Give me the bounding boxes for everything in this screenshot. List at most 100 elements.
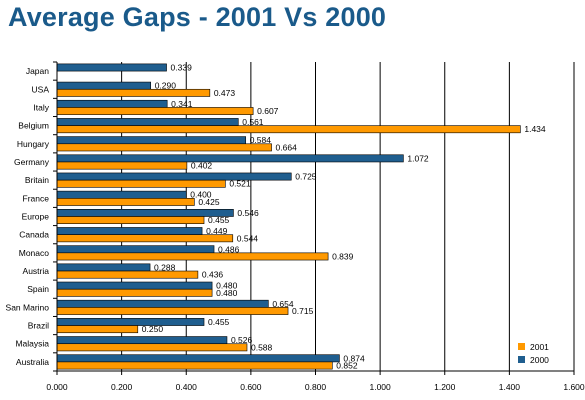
bar-2000: [56, 136, 247, 145]
x-tick-label: 1.000: [369, 382, 391, 392]
bar-2001: [56, 270, 199, 279]
data-label: 0.288: [154, 262, 176, 272]
x-tick-label: 1.200: [434, 382, 456, 392]
bar-2000: [56, 318, 205, 326]
category-label: Monaco: [19, 248, 50, 258]
bar-2001: [56, 216, 205, 224]
x-tick-label: 0.000: [46, 382, 68, 392]
data-label: 0.715: [292, 306, 314, 316]
category-label: Brazil: [28, 321, 49, 331]
bar-2000: [56, 299, 269, 308]
data-label: 1.072: [407, 153, 429, 163]
bar-2000: [56, 209, 234, 217]
category-label: Hungary: [17, 139, 50, 149]
bar-2000: [56, 190, 187, 199]
bar-2001: [56, 343, 248, 352]
bar-2001: [56, 288, 213, 297]
bar-2001: [56, 325, 139, 334]
data-label: 0.526: [231, 335, 253, 345]
category-label: Europe: [22, 212, 50, 222]
data-label: 0.449: [206, 226, 228, 236]
data-label: 0.607: [257, 106, 279, 116]
x-tick-label: 0.200: [111, 382, 133, 392]
category-label: Canada: [19, 230, 49, 240]
bar-2001: [56, 88, 211, 97]
legend: 2001 2000: [518, 342, 549, 365]
bar-2001: [56, 125, 521, 134]
category-label: Italy: [33, 102, 49, 112]
x-tick-label: 1.600: [563, 382, 585, 392]
data-label: 0.588: [251, 342, 273, 352]
data-label: 0.486: [218, 244, 240, 254]
category-label: Japan: [26, 66, 49, 76]
data-label: 0.455: [208, 215, 230, 225]
data-label: 0.400: [190, 190, 212, 200]
data-label: 0.425: [198, 197, 220, 207]
data-label: 0.455: [208, 317, 230, 327]
data-label: 0.546: [237, 208, 259, 218]
data-label: 0.521: [229, 179, 251, 189]
data-label: 0.339: [171, 62, 193, 72]
bar-2000: [56, 81, 152, 90]
data-label: 0.561: [242, 117, 264, 127]
bar-2001: [56, 161, 188, 170]
data-label: 0.480: [216, 288, 238, 298]
category-label: Australia: [16, 357, 49, 367]
data-label: 0.290: [155, 81, 177, 91]
x-tick-label: 0.600: [240, 382, 262, 392]
data-label: 0.839: [332, 251, 354, 261]
data-label: 0.725: [295, 172, 317, 182]
bar-2000: [56, 154, 404, 163]
bar-2001: [56, 307, 289, 315]
category-label: San Marino: [6, 302, 50, 312]
legend-swatch-2001: [518, 343, 525, 350]
category-label: Malaysia: [15, 339, 49, 349]
data-label: 0.852: [336, 361, 358, 371]
data-label: 0.480: [216, 281, 238, 291]
bar-2001: [56, 107, 254, 115]
bar-2000: [56, 263, 151, 272]
data-label: 0.874: [343, 353, 365, 363]
category-label: Spain: [27, 284, 49, 294]
legend-swatch-2000: [518, 356, 525, 363]
data-label: 0.473: [214, 88, 236, 98]
data-label: 0.544: [237, 233, 259, 243]
bar-2000: [56, 63, 167, 72]
bar-2001: [56, 361, 333, 370]
bar-2000: [56, 118, 239, 126]
legend-label-2001: 2001: [530, 342, 549, 352]
data-label: 0.250: [142, 324, 164, 334]
bar-2001: [56, 179, 226, 188]
bar-2000: [56, 281, 213, 290]
bar-2001: [56, 198, 195, 206]
bar-2001: [56, 252, 329, 261]
bar-2000: [56, 172, 292, 181]
data-label: 0.341: [171, 99, 193, 109]
x-tick-label: 0.800: [305, 382, 327, 392]
category-label: Germany: [14, 157, 50, 167]
data-label: 0.654: [272, 299, 294, 309]
legend-label-2000: 2000: [530, 355, 549, 365]
bar-2000: [56, 245, 215, 254]
chart-title: Average Gaps - 2001 Vs 2000: [8, 2, 387, 32]
data-label: 0.436: [202, 270, 224, 280]
category-label: Belgium: [18, 121, 49, 131]
data-label: 0.664: [276, 142, 298, 152]
bar-2000: [56, 227, 203, 235]
bar-2000: [56, 354, 340, 363]
category-label: France: [23, 193, 50, 203]
data-label: 0.584: [250, 135, 272, 145]
x-tick-label: 0.400: [176, 382, 198, 392]
value-labels: 0.339 0.290 0.341 0.561 0.584 1.072 0.725 0.400…: [142, 62, 546, 370]
category-label: Britain: [25, 175, 49, 185]
bar-2000: [56, 99, 168, 108]
bar-2001: [56, 143, 272, 152]
data-label: 1.434: [524, 124, 546, 134]
data-label: 0.402: [191, 161, 213, 171]
category-label: Austria: [23, 266, 50, 276]
category-label: USA: [32, 84, 50, 94]
axes: 0.000 0.200 0.400 0.600 0.800 1.000 1.200 1.400…: [6, 61, 585, 392]
bar-2000: [56, 336, 228, 345]
x-tick-label: 1.400: [499, 382, 521, 392]
